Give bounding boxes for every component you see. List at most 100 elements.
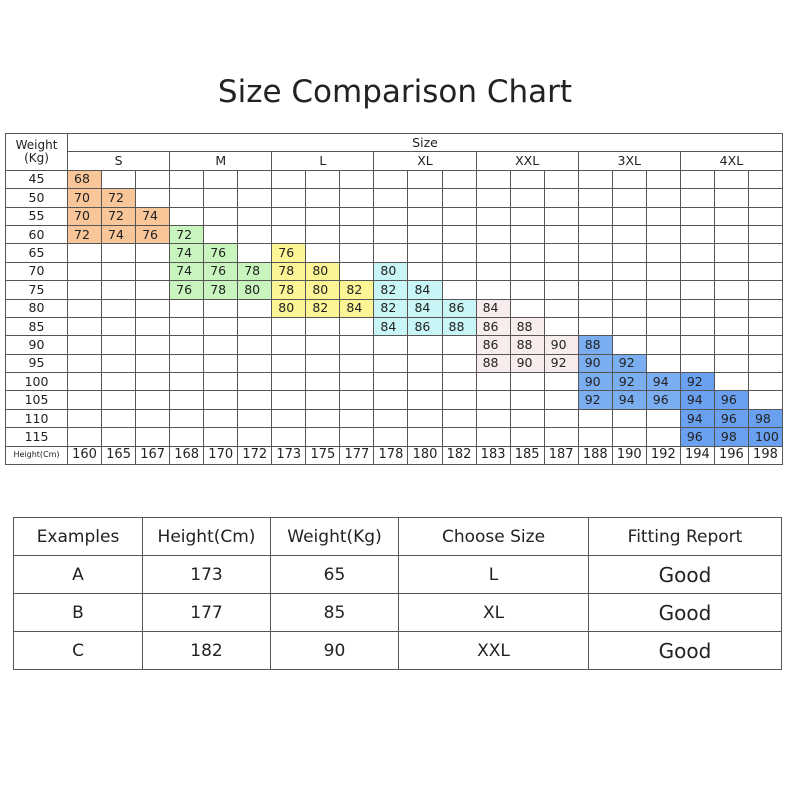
empty-cell — [339, 169, 375, 190]
chest-value: 80 — [305, 261, 341, 282]
chest-value: 70 — [66, 206, 103, 226]
empty-cell — [747, 188, 784, 208]
chest-value: 80 — [305, 280, 341, 300]
height: 187 — [543, 445, 579, 466]
empty-cell — [679, 280, 715, 300]
size-row: S M L XL XXL 3XL 4XL — [6, 151, 784, 171]
empty-cell — [373, 335, 409, 355]
cell: L — [398, 555, 589, 594]
weight-row: 55 70 72 74 — [5, 206, 784, 226]
chest-value: 94 — [645, 372, 681, 392]
empty-cell — [135, 353, 171, 374]
empty-cell — [645, 353, 681, 374]
example-row: B 177 85 XL Good — [13, 593, 782, 632]
column-header: Examples — [13, 517, 143, 556]
empty-cell — [747, 224, 784, 245]
empty-cell — [237, 188, 273, 208]
chest-value: 82 — [373, 298, 409, 318]
weight-row: 80 80 82 84 82 84 86 84 — [5, 298, 784, 318]
empty-cell — [373, 243, 409, 263]
cell: XL — [398, 593, 589, 632]
empty-cell — [747, 316, 784, 337]
empty-cell — [305, 353, 341, 374]
empty-cell — [577, 243, 613, 263]
empty-cell — [611, 335, 647, 355]
cell: A — [13, 555, 143, 594]
weight: 70 — [5, 261, 68, 282]
chest-value: 78 — [271, 261, 307, 282]
empty-cell — [645, 427, 681, 447]
empty-cell — [475, 261, 511, 282]
cell: XXL — [398, 631, 589, 670]
chest-value: 76 — [203, 243, 239, 263]
empty-cell — [611, 408, 647, 429]
empty-cell — [237, 298, 273, 318]
empty-cell — [645, 206, 681, 226]
chest-value: 96 — [713, 408, 749, 429]
empty-cell — [441, 188, 477, 208]
empty-cell — [101, 280, 137, 300]
chest-value: 74 — [135, 206, 171, 226]
weight-row: 45 68 — [5, 169, 784, 190]
empty-cell — [101, 335, 137, 355]
empty-cell — [713, 316, 749, 337]
height: 198 — [747, 445, 784, 466]
chest-value: 76 — [135, 224, 171, 245]
empty-cell — [747, 353, 784, 374]
empty-cell — [66, 243, 103, 263]
height: 196 — [713, 445, 749, 466]
weight: 100 — [5, 372, 68, 392]
empty-cell — [611, 261, 647, 282]
empty-cell — [373, 408, 409, 429]
empty-cell — [101, 427, 137, 447]
empty-cell — [475, 390, 511, 410]
chest-value: 92 — [611, 353, 647, 374]
empty-cell — [679, 261, 715, 282]
empty-cell — [543, 316, 579, 337]
empty-cell — [169, 298, 205, 318]
empty-cell — [237, 206, 273, 226]
empty-cell — [509, 188, 545, 208]
empty-cell — [203, 298, 239, 318]
empty-cell — [747, 243, 784, 263]
empty-cell — [713, 261, 749, 282]
empty-cell — [645, 408, 681, 429]
empty-cell — [577, 169, 613, 190]
empty-cell — [101, 243, 137, 263]
empty-cell — [713, 372, 749, 392]
empty-cell — [66, 353, 103, 374]
empty-cell — [407, 188, 443, 208]
empty-cell — [237, 243, 273, 263]
empty-cell — [237, 427, 273, 447]
empty-cell — [66, 280, 103, 300]
weight-row: 90 86 88 90 88 — [5, 335, 784, 355]
empty-cell — [101, 316, 137, 337]
weight-row: 75 76 78 80 78 80 82 82 84 — [5, 280, 784, 300]
empty-cell — [135, 243, 171, 263]
empty-cell — [577, 298, 613, 318]
weight-row: 105 92 94 96 94 96 — [5, 390, 784, 410]
empty-cell — [339, 390, 375, 410]
empty-cell — [611, 298, 647, 318]
height: 180 — [407, 445, 443, 466]
empty-cell — [271, 353, 307, 374]
column-header: Weight(Kg) — [270, 517, 399, 556]
chest-value: 72 — [101, 188, 137, 208]
empty-cell — [237, 335, 273, 355]
empty-cell — [271, 427, 307, 447]
empty-cell — [271, 169, 307, 190]
cell: Good — [588, 631, 782, 670]
empty-cell — [203, 169, 239, 190]
size-name: XL — [373, 151, 477, 171]
height: 172 — [237, 445, 273, 466]
weight: 90 — [5, 335, 68, 355]
empty-cell — [66, 335, 103, 355]
chest-value: 86 — [475, 335, 511, 355]
weight-row: 115 96 98 100 — [5, 427, 784, 447]
empty-cell — [577, 316, 613, 337]
weight-row: 70 74 76 78 78 80 80 — [5, 261, 784, 282]
empty-cell — [407, 169, 443, 190]
empty-cell — [339, 427, 375, 447]
size-name: M — [169, 151, 273, 171]
empty-cell — [441, 408, 477, 429]
